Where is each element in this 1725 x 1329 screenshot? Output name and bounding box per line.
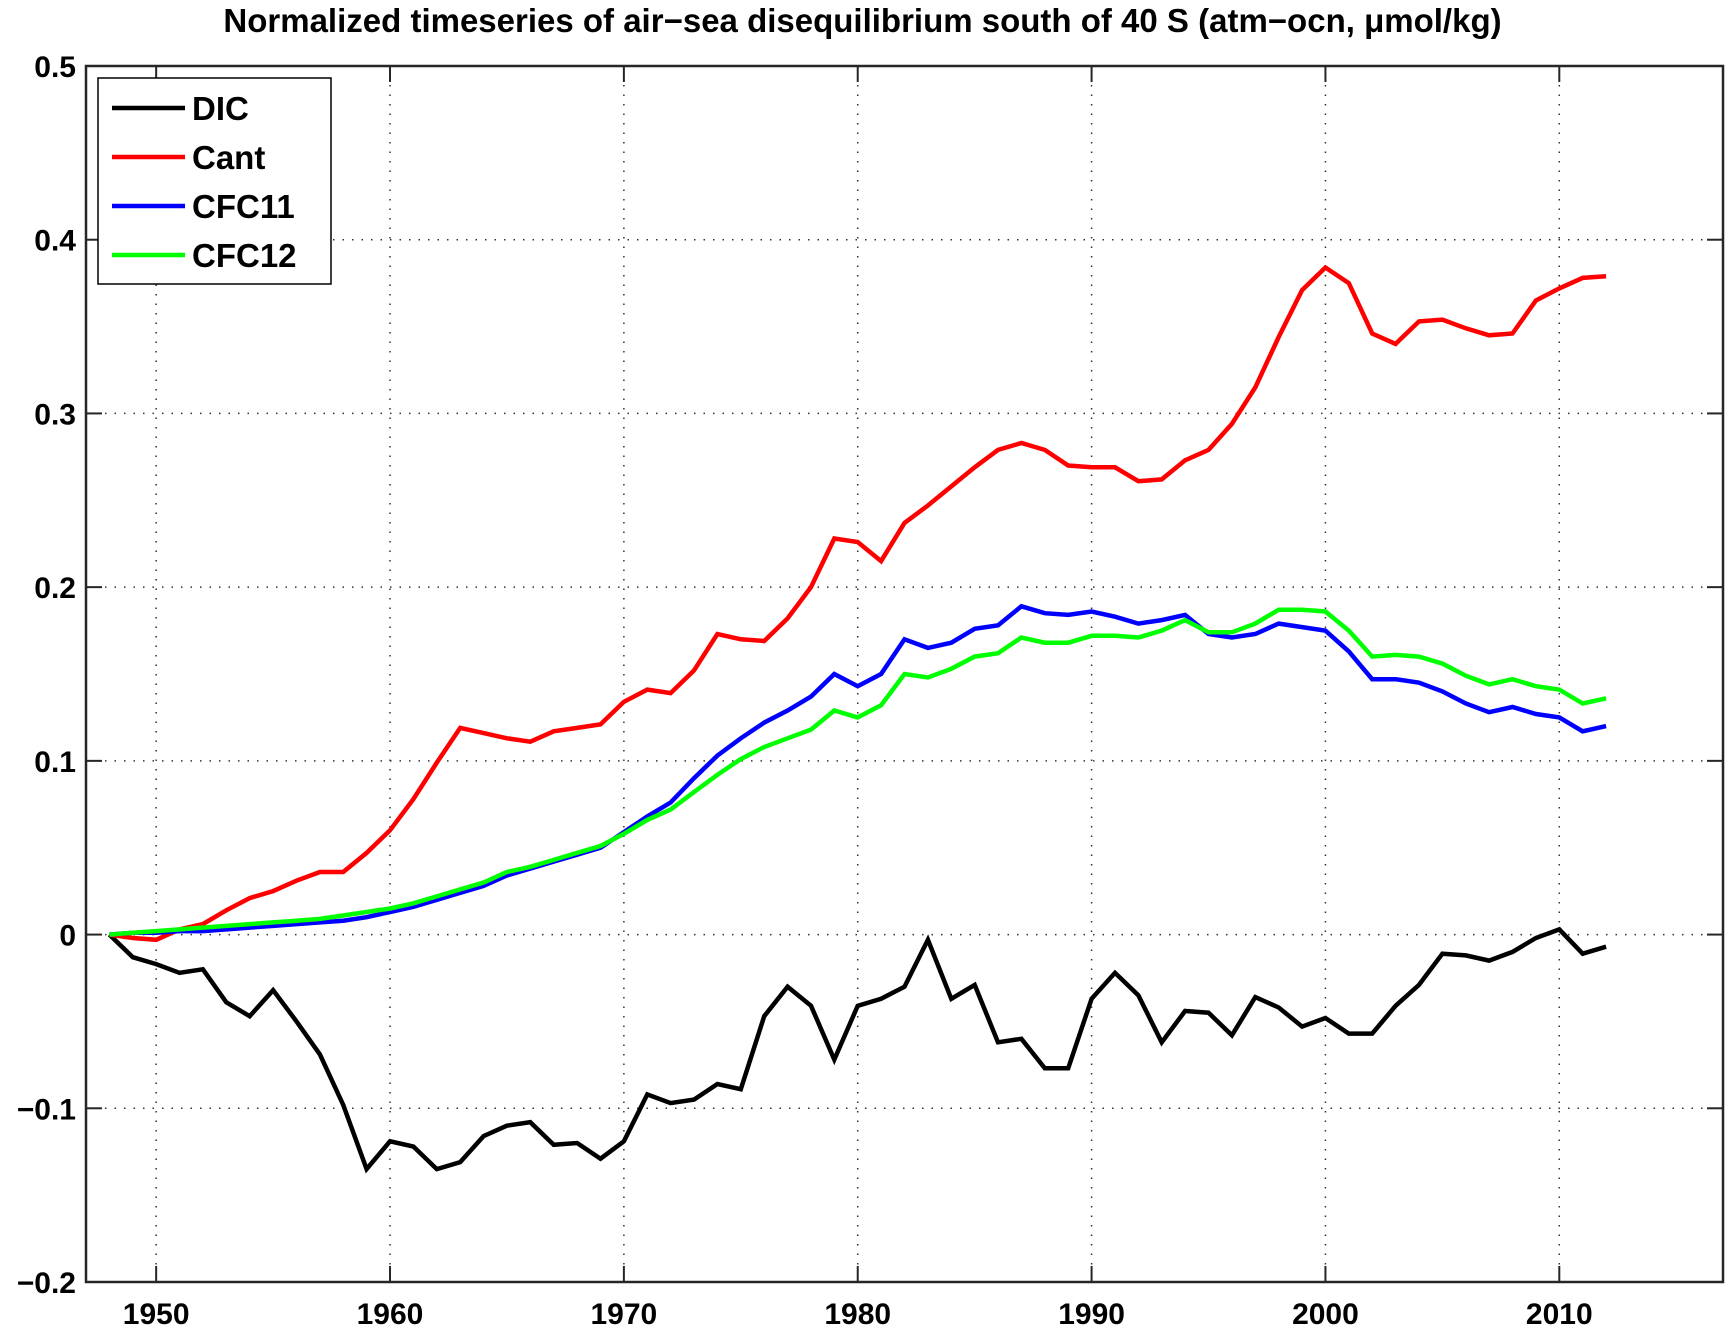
legend-label-cant: Cant	[192, 139, 265, 176]
legend-label-dic: DIC	[192, 90, 249, 127]
chart-title: Normalized timeseries of air−sea disequi…	[223, 2, 1502, 39]
y-axis-tick-labels: −0.2 −0.1 0 0.1 0.2 0.3 0.4 0.5	[17, 51, 77, 1300]
series-line-cfc11	[109, 603, 1607, 937]
series-layer	[107, 264, 1607, 1174]
x-axis-tick-labels: 1950 1960 1970 1980 1990 2000 2010	[123, 1298, 1593, 1329]
x-tick-label: 2010	[1526, 1298, 1593, 1329]
plot-frame	[84, 64, 1725, 1284]
x-tick-label: 2000	[1292, 1298, 1359, 1329]
y-tick-label: 0.3	[34, 398, 76, 431]
y-tick-label: 0	[59, 920, 76, 953]
y-tick-label: 0.2	[34, 572, 76, 605]
x-tick-label: 1950	[123, 1298, 190, 1329]
y-tick-label: −0.1	[17, 1093, 76, 1126]
legend-label-cfc12: CFC12	[192, 237, 297, 274]
legend-label-cfc11: CFC11	[192, 188, 295, 225]
x-tick-label: 1980	[824, 1298, 891, 1329]
legend: DIC Cant CFC11 CFC12	[97, 77, 332, 285]
x-tick-label: 1990	[1058, 1298, 1125, 1329]
x-tick-label: 1960	[357, 1298, 424, 1329]
series-line-cfc12	[109, 607, 1607, 937]
x-tick-label: 1970	[590, 1298, 657, 1329]
y-tick-label: 0.4	[34, 225, 76, 258]
legend-box	[97, 77, 332, 285]
series-line-cant	[109, 264, 1607, 943]
y-tick-label: −0.2	[17, 1267, 76, 1300]
grid-lines	[86, 66, 1723, 1282]
series-line-dic	[107, 926, 1607, 1174]
y-tick-label: 0.1	[34, 746, 76, 779]
y-tick-label: 0.5	[34, 51, 76, 84]
